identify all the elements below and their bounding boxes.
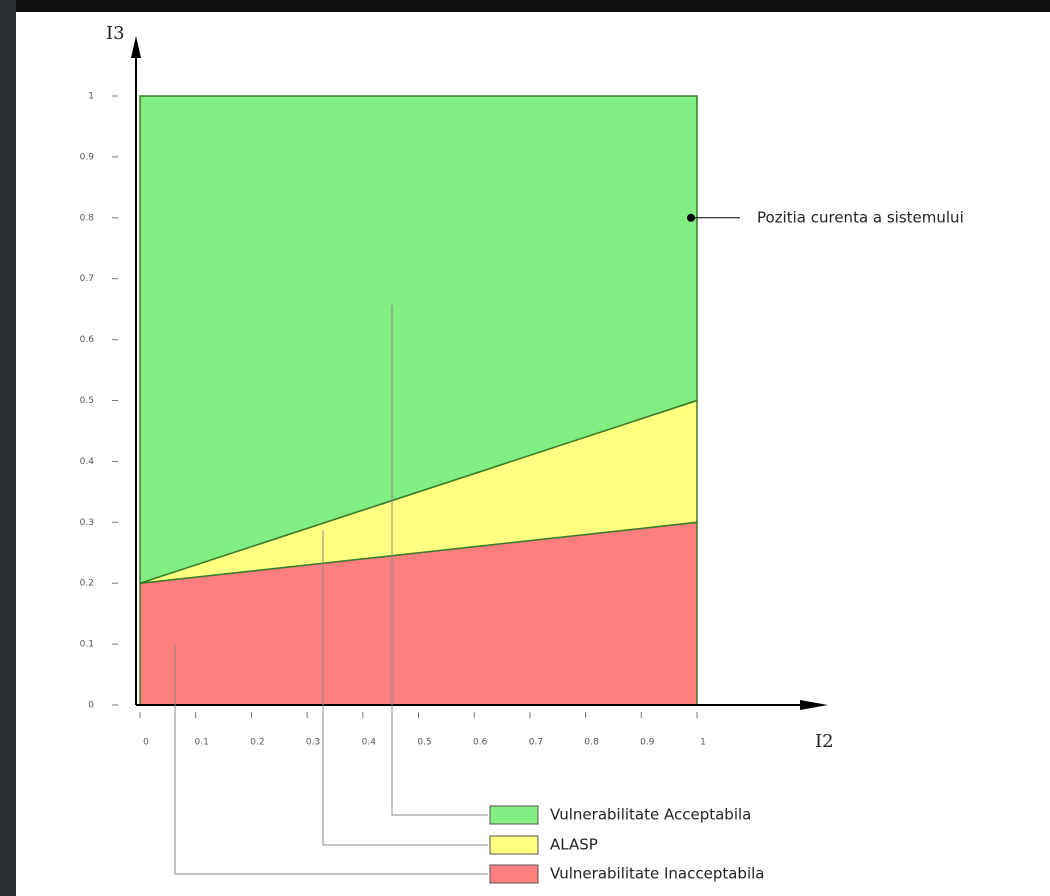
legend-swatch	[490, 865, 538, 883]
left-edge	[0, 0, 16, 896]
x-tick-label: 0.8	[584, 738, 599, 748]
x-tick-label: 1	[700, 738, 706, 748]
current-position	[687, 214, 695, 222]
legend-label: ALASP	[550, 836, 598, 854]
x-axis-label: I2	[815, 731, 834, 752]
y-tick-label: 0	[88, 701, 94, 711]
x-tick-label: 0.3	[306, 738, 320, 748]
x-tick-label: 0.1	[195, 738, 209, 748]
y-tick-label: 0.5	[80, 396, 94, 406]
x-tick-label: 0.7	[529, 738, 543, 748]
top-edge	[0, 0, 1050, 12]
y-tick-label: 0.1	[80, 640, 94, 650]
y-axis-label: I3	[106, 23, 125, 44]
x-tick-label: 0.2	[250, 738, 264, 748]
y-tick-label: 0.7	[80, 274, 94, 284]
x-tick-label: 0.9	[640, 738, 655, 748]
y-tick-label: 0.4	[80, 457, 95, 467]
y-tick-label: 0.9	[80, 152, 95, 162]
legend-label: Vulnerabilitate Acceptabila	[550, 806, 751, 824]
x-tick-label: 0.5	[417, 738, 431, 748]
y-tick-label: 0.8	[80, 213, 95, 223]
y-tick-label: 0.6	[80, 335, 95, 345]
legend-label: Vulnerabilitate Inacceptabila	[550, 865, 764, 883]
plot	[140, 96, 697, 705]
x-tick-label: 0.6	[473, 738, 488, 748]
y-tick-label: 0.2	[80, 579, 94, 589]
legend-swatch	[490, 806, 538, 824]
legend-swatch	[490, 836, 538, 854]
x-tick-label: 0	[143, 738, 149, 748]
y-tick-label: 0.3	[80, 518, 94, 528]
y-tick-label: 1	[88, 92, 94, 102]
annotation: Pozitia curenta a sistemului	[757, 208, 964, 226]
page: I3 I2 0 0.1 0.2 0.3 0.4 0.5 0.6 0.7 0.8 0.9 1 0 0.1 0…	[0, 0, 1050, 896]
x-tick-label: 0.4	[362, 738, 377, 748]
chart: I3 I2 0 0.1 0.2 0.3 0.4 0.5 0.6 0.7 0.8 0.9 1 0 0.1 0…	[0, 0, 1050, 896]
